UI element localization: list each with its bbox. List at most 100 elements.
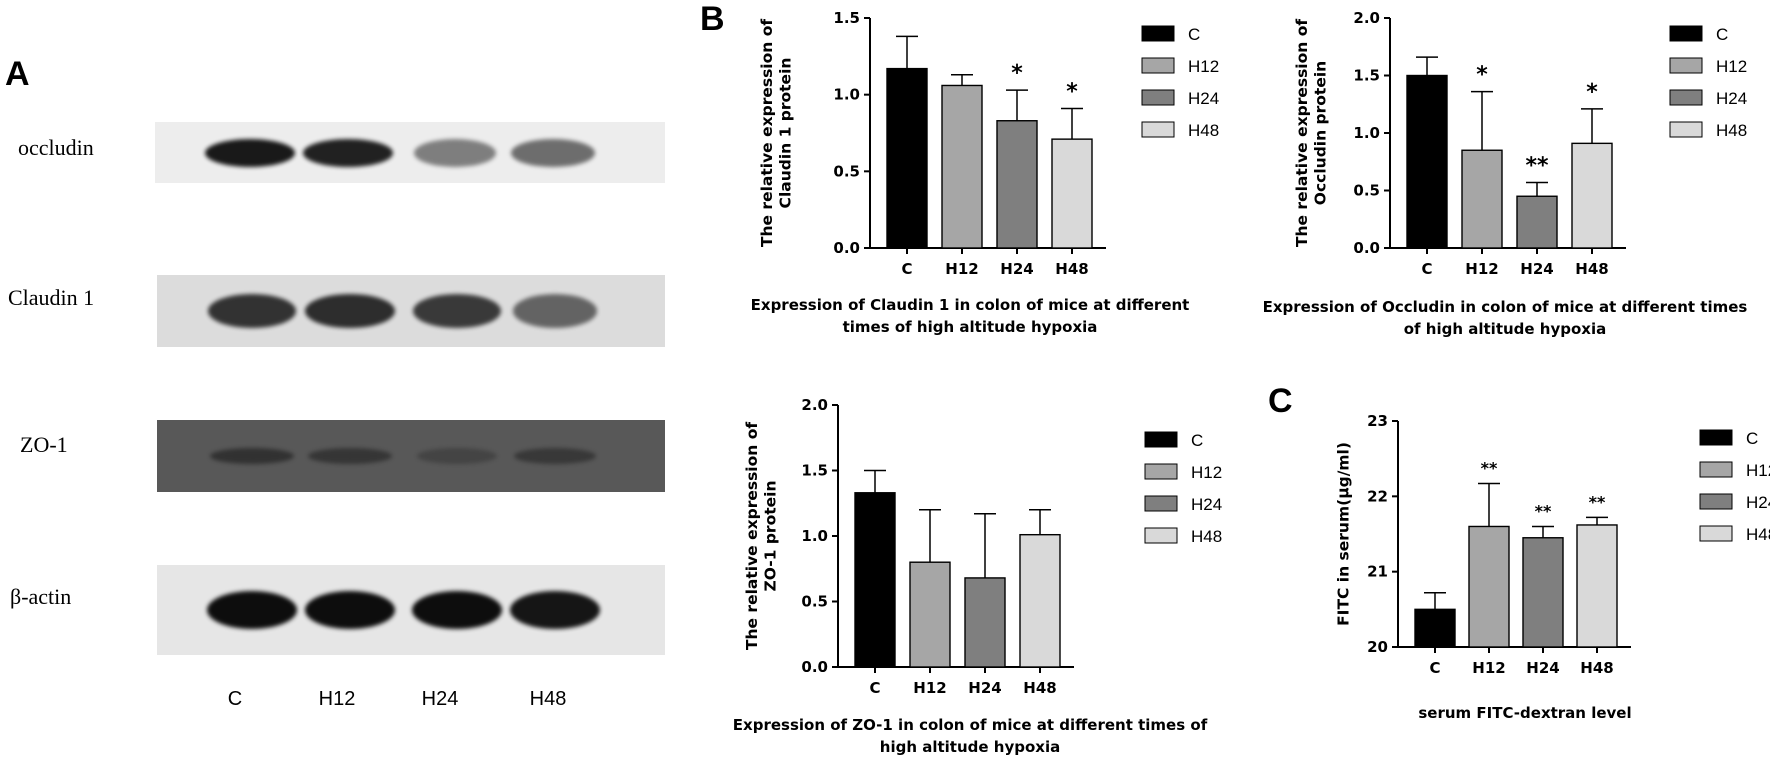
legend-label: H24 <box>1746 493 1770 512</box>
blot-band <box>303 138 393 167</box>
x-tick-label: H24 <box>1526 659 1559 677</box>
bar-c <box>1406 74 1448 249</box>
legend-label: H12 <box>1746 461 1770 480</box>
bar-h12 <box>1468 525 1510 648</box>
legend-swatch-h24 <box>1144 495 1178 512</box>
x-tick-label: H12 <box>1465 260 1498 278</box>
significance-marker: * <box>1586 80 1598 105</box>
blot-band <box>511 138 595 167</box>
blot-label-beta-actin: β-actin <box>10 584 72 609</box>
occludin-chart-caption: Expression of Occludin in colon of mice … <box>1262 298 1748 338</box>
claudin1-chart-caption: Expression of Claudin 1 in colon of mice… <box>750 296 1190 336</box>
y-tick-label: 0.5 <box>1353 182 1380 200</box>
bar-h12 <box>941 84 983 249</box>
blot-label-occludin: occludin <box>18 135 94 160</box>
legend-label: C <box>1716 25 1728 44</box>
bar-h48 <box>1051 138 1093 249</box>
y-tick-label: 1.0 <box>833 86 860 104</box>
y-axis-label-line: The relative expression of <box>743 422 761 650</box>
x-tick-label: H12 <box>913 679 946 697</box>
bar-h48 <box>1576 524 1618 648</box>
blot-label-zo1: ZO-1 <box>20 432 68 457</box>
blot-band <box>417 448 497 464</box>
legend-swatch-h48 <box>1144 527 1178 544</box>
legend-swatch-c <box>1141 25 1175 42</box>
legend-label: H48 <box>1716 121 1747 140</box>
y-tick-label: 2.0 <box>1353 10 1380 27</box>
blot-strip-beta-actin <box>157 565 665 655</box>
bar-h24 <box>964 577 1006 668</box>
legend-swatch-h24 <box>1669 89 1703 106</box>
y-axis-label-line: The relative expression of <box>758 19 776 247</box>
x-tick-label: H48 <box>1023 679 1056 697</box>
x-tick-label: C <box>1421 260 1432 278</box>
x-tick-label: C <box>1429 659 1440 677</box>
bar-h12 <box>909 561 951 668</box>
bar-h12 <box>1461 149 1503 249</box>
y-tick-label: 1.5 <box>833 10 860 27</box>
y-axis-label-line: Occludin protein <box>1312 61 1330 205</box>
legend-label: H12 <box>1716 57 1747 76</box>
y-tick-label: 1.0 <box>1353 124 1380 142</box>
blot-band <box>308 448 392 464</box>
y-tick-label: 0.0 <box>801 658 828 676</box>
legend-label: C <box>1746 429 1758 448</box>
x-tick-label: H12 <box>945 260 978 278</box>
blot-band <box>513 448 597 464</box>
x-tick-label: H48 <box>1055 260 1088 278</box>
panel-letter-b: B <box>700 0 725 38</box>
bar-h24 <box>1522 537 1564 648</box>
blot-lane-label: H48 <box>529 688 567 710</box>
bar-h24 <box>996 120 1038 249</box>
legend-label: C <box>1191 431 1203 450</box>
blot-band <box>207 591 297 629</box>
legend-swatch-c <box>1669 25 1703 42</box>
blot-band <box>305 294 395 328</box>
bar-h24 <box>1516 195 1558 249</box>
legend-swatch-c <box>1699 429 1733 446</box>
significance-marker: ** <box>1589 492 1606 511</box>
bar-h48 <box>1571 142 1613 249</box>
blot-band <box>412 294 502 328</box>
legend-label: H24 <box>1188 89 1219 108</box>
y-tick-label: 20 <box>1367 638 1388 656</box>
blot-label-claudin1: Claudin 1 <box>8 285 95 310</box>
zo1-bar-chart: The relative expression ofZO-1 protein 0.… <box>743 396 1222 697</box>
y-axis-label: FITC in serum(μg/ml) <box>1334 442 1352 626</box>
legend-swatch-h48 <box>1669 121 1703 138</box>
legend-label: H12 <box>1191 463 1222 482</box>
legend-label: C <box>1188 25 1200 44</box>
x-tick-label: H24 <box>1000 260 1033 278</box>
y-axis-label-line: The relative expression of <box>1293 19 1311 247</box>
x-tick-label: C <box>869 679 880 697</box>
y-axis-label: The relative expression ofOccludin prote… <box>1293 19 1330 247</box>
y-tick-label: 0.0 <box>1353 239 1380 257</box>
x-tick-label: C <box>901 260 912 278</box>
x-tick-label: H48 <box>1580 659 1613 677</box>
y-axis-label: The relative expression ofClaudin 1 prot… <box>758 19 795 247</box>
significance-marker: * <box>1476 63 1488 88</box>
y-axis-label-line: ZO-1 protein <box>762 481 780 592</box>
y-tick-label: 2.0 <box>801 396 828 414</box>
legend-swatch-h12 <box>1141 57 1175 74</box>
x-tick-label: H24 <box>968 679 1001 697</box>
legend-label: H48 <box>1188 121 1219 140</box>
occludin-bar-chart: The relative expression ofOccludin prote… <box>1293 10 1747 278</box>
legend-label: H24 <box>1716 89 1747 108</box>
fitc-bar-chart: FITC in serum(μg/ml) 20 21 22 23 C H12 ** H24 ** H… <box>1334 412 1770 677</box>
legend-swatch-h12 <box>1669 57 1703 74</box>
x-tick-label: H24 <box>1520 260 1553 278</box>
blot-strip-zo1 <box>157 420 665 492</box>
y-axis-label-line: Claudin 1 protein <box>777 58 795 209</box>
y-tick-label: 22 <box>1367 487 1388 505</box>
blot-strip-claudin1 <box>157 275 665 347</box>
panel-letter-a: A <box>5 55 30 93</box>
legend-label: H48 <box>1746 525 1770 544</box>
significance-marker: ** <box>1525 153 1549 178</box>
blot-band <box>412 591 502 629</box>
bar-c <box>1414 608 1456 648</box>
y-tick-label: 1.0 <box>801 527 828 545</box>
legend-label: H12 <box>1188 57 1219 76</box>
blot-band <box>512 294 598 328</box>
